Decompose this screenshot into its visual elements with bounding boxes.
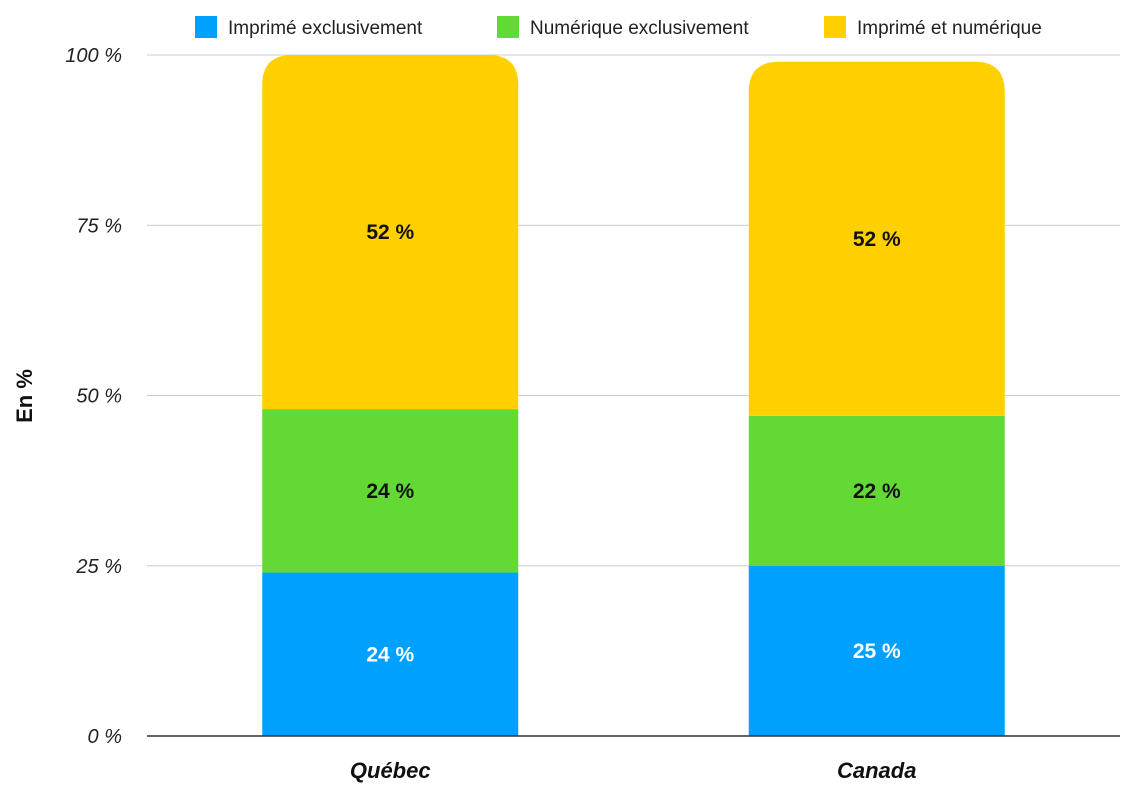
legend-swatch bbox=[824, 16, 846, 38]
legend-label: Imprimé exclusivement bbox=[228, 18, 423, 39]
bar-segment bbox=[748, 61, 1005, 416]
legend-label: Imprimé et numérique bbox=[857, 18, 1042, 39]
y-tick-label: 50 % bbox=[76, 386, 122, 408]
y-axis-label: En % bbox=[12, 369, 37, 423]
bar-segment bbox=[262, 572, 519, 736]
bars bbox=[262, 55, 1005, 736]
data-label: 52 % bbox=[366, 221, 414, 244]
data-label: 25 % bbox=[853, 640, 901, 663]
x-tick-label: Québec bbox=[350, 758, 431, 783]
legend: Imprimé exclusivement Numérique exclusive… bbox=[195, 16, 1042, 39]
y-tick-label: 0 % bbox=[88, 726, 122, 748]
bar-segment bbox=[262, 409, 519, 573]
legend-label: Numérique exclusivement bbox=[530, 18, 749, 39]
bar-segment bbox=[262, 55, 519, 410]
x-tick-label: Canada bbox=[837, 758, 916, 783]
data-labels: 24 % 24 % 52 % 25 % 22 % 52 % bbox=[366, 221, 901, 666]
data-label: 24 % bbox=[366, 643, 414, 666]
y-tick-label: 100 % bbox=[65, 45, 122, 67]
data-label: 24 % bbox=[366, 480, 414, 503]
y-tick-label: 75 % bbox=[76, 215, 122, 237]
legend-swatch bbox=[195, 16, 217, 38]
y-axis: 0 % 25 % 50 % 75 % 100 % bbox=[65, 45, 122, 748]
bar-segment bbox=[748, 415, 1005, 566]
data-label: 52 % bbox=[853, 228, 901, 251]
data-label: 22 % bbox=[853, 480, 901, 503]
y-tick-label: 25 % bbox=[75, 556, 122, 578]
legend-swatch bbox=[497, 16, 519, 38]
bar-segment bbox=[748, 565, 1005, 736]
x-axis: Québec Canada bbox=[147, 735, 1120, 783]
